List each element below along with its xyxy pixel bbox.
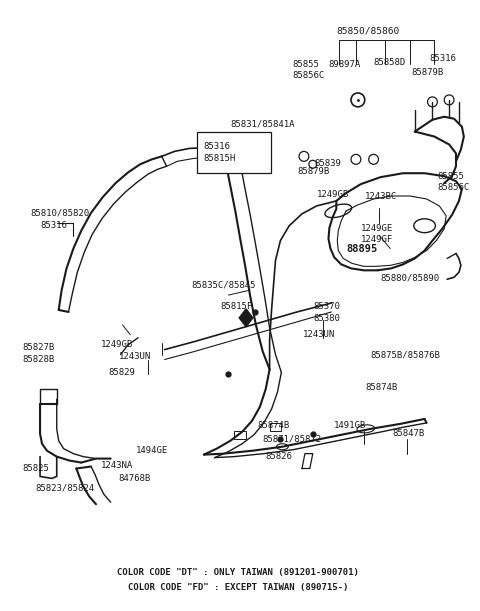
Text: 1243BC: 1243BC [365, 191, 397, 200]
Text: 85825: 85825 [23, 464, 49, 473]
Text: 85831/85841A: 85831/85841A [230, 119, 295, 128]
Text: 1249GB: 1249GB [317, 189, 349, 199]
Text: COLOR CODE "DT" : ONLY TAIWAN (891201-900701): COLOR CODE "DT" : ONLY TAIWAN (891201-90… [117, 568, 359, 577]
Text: 85815F: 85815F [220, 302, 253, 312]
Text: 85874B: 85874B [258, 422, 290, 430]
Text: 1243NA: 1243NA [101, 461, 133, 470]
Text: 85839: 85839 [315, 159, 342, 168]
Bar [270, 423, 281, 431]
Bar [197, 131, 271, 173]
Text: 85856C: 85856C [292, 71, 324, 79]
Text: 85810/85820: 85810/85820 [30, 208, 89, 218]
Polygon shape [239, 309, 253, 327]
Text: 85827B: 85827B [23, 343, 55, 352]
Text: 85858D: 85858D [373, 57, 406, 67]
Text: 85855: 85855 [437, 172, 464, 181]
Text: 84768B: 84768B [119, 474, 151, 483]
Text: 85847B: 85847B [392, 430, 424, 438]
Text: 85316: 85316 [203, 142, 230, 151]
Text: 85370: 85370 [314, 302, 341, 312]
Text: 85835C/85845: 85835C/85845 [191, 280, 256, 290]
Text: 85871/85872: 85871/85872 [263, 434, 322, 443]
Text: 85823/85824: 85823/85824 [35, 484, 94, 493]
Text: 1249GB: 1249GB [101, 340, 133, 349]
Text: 85829: 85829 [109, 368, 135, 377]
Text: 85874B: 85874B [366, 382, 398, 392]
Text: 85880/85890: 85880/85890 [381, 274, 440, 283]
Text: 89897A: 89897A [328, 60, 360, 68]
Text: 1243UN: 1243UN [119, 352, 151, 361]
Text: 1243UN: 1243UN [303, 330, 335, 339]
Text: 1249GE: 1249GE [361, 224, 393, 233]
Text: 1249GF: 1249GF [361, 235, 393, 244]
Text: 85856C: 85856C [437, 183, 469, 192]
Text: 85826: 85826 [265, 452, 292, 461]
Text: 1494GE: 1494GE [136, 446, 168, 455]
Text: 85828B: 85828B [23, 355, 55, 364]
Text: 85850/85860: 85850/85860 [336, 26, 399, 35]
Text: 85815H: 85815H [203, 154, 235, 163]
Bar [234, 431, 246, 439]
Text: 85316: 85316 [430, 54, 456, 63]
Text: 88895: 88895 [346, 244, 377, 254]
Text: 85879B: 85879B [412, 68, 444, 76]
Text: 85316: 85316 [40, 221, 67, 230]
Text: 85879B: 85879B [297, 167, 329, 176]
Text: 85380: 85380 [314, 315, 341, 323]
Text: COLOR CODE "FD" : EXCEPT TAIWAN (890715-): COLOR CODE "FD" : EXCEPT TAIWAN (890715-… [128, 583, 348, 592]
Text: 85875B/85876B: 85875B/85876B [371, 350, 441, 359]
Text: 85855: 85855 [292, 60, 319, 68]
Text: 1491GB: 1491GB [335, 422, 367, 430]
